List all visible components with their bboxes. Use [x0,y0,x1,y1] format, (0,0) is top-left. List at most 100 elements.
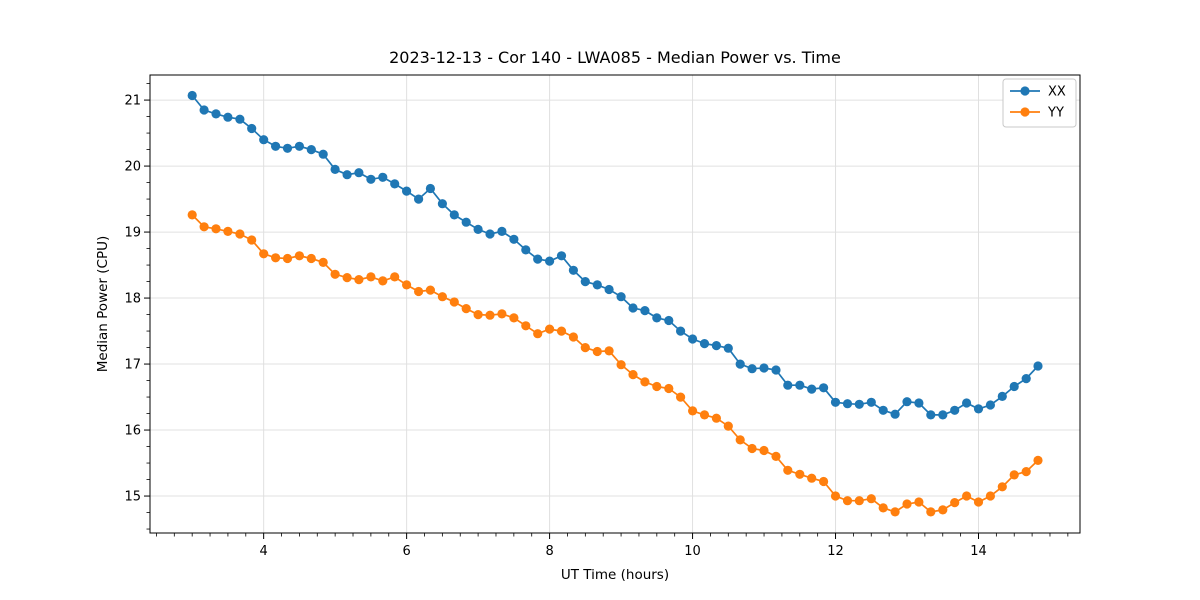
data-point-YY [771,451,781,461]
legend-label-XX: XX [1048,85,1066,100]
data-point-YY [473,310,483,320]
data-point-YY [533,329,543,339]
data-point-XX [235,114,245,124]
data-point-XX [676,326,686,336]
data-point-XX [342,170,352,180]
data-point-XX [556,251,567,261]
data-point-YY [830,491,841,501]
data-point-XX [807,384,817,394]
data-point-YY [616,360,626,370]
data-point-XX [854,399,864,409]
data-point-XX [759,363,769,373]
data-point-XX [259,135,269,145]
data-point-XX [473,224,483,234]
data-point-YY [997,482,1007,492]
y-tick-label: 16 [124,424,141,439]
legend-label-YY: YY [1047,106,1064,121]
data-point-YY [378,276,388,286]
data-point-XX [545,256,555,266]
data-point-XX [1021,374,1031,384]
data-point-XX [902,397,912,407]
data-point-XX [1033,361,1043,371]
data-point-YY [330,269,340,279]
data-point-XX [711,341,722,351]
data-point-XX [1009,381,1019,392]
y-axis-label: Median Power (CPU) [95,236,111,372]
data-point-XX [247,123,257,134]
data-point-YY [807,473,817,483]
data-point-XX [425,183,435,194]
data-point-YY [878,503,888,513]
series-line-YY [191,214,1039,513]
data-point-XX [604,284,614,295]
data-point-XX [568,265,579,275]
data-point-XX [414,194,424,204]
data-point-YY [688,406,698,416]
legend-marker-YY [1020,107,1030,117]
data-point-YY [902,499,912,509]
data-point-XX [437,199,447,209]
series-layer [187,90,1043,517]
legend-marker-XX [1020,86,1030,96]
data-point-XX [938,410,948,420]
data-point-XX [664,315,674,326]
data-point-YY [485,310,495,320]
data-point-XX [652,313,662,323]
data-point-XX [390,179,400,189]
data-point-YY [973,497,984,507]
x-tick-label: 12 [827,544,844,559]
data-point-YY [985,491,996,501]
data-point-XX [878,405,888,415]
data-point-XX [628,303,638,313]
data-point-YY [199,222,209,232]
data-point-XX [640,306,650,316]
x-tick-label: 6 [402,544,410,559]
data-point-YY [271,253,281,263]
data-point-XX [294,141,304,151]
y-tick-label: 18 [124,292,141,307]
data-point-XX [211,109,221,119]
data-point-XX [997,391,1007,401]
data-point-YY [211,224,221,234]
data-point-YY [318,257,328,267]
data-point-YY [652,381,662,392]
data-point-YY [854,496,864,506]
data-point-XX [842,399,853,409]
data-point-YY [735,435,745,445]
data-point-XX [271,141,281,151]
data-point-YY [545,324,555,334]
data-point-XX [950,405,960,415]
data-point-YY [950,498,960,508]
data-point-YY [521,321,531,331]
data-point-YY [414,286,424,297]
data-point-XX [866,397,876,407]
data-point-XX [973,404,984,414]
data-point-YY [1033,455,1043,465]
data-point-YY [402,280,412,290]
data-point-YY [747,443,757,454]
data-point-YY [723,421,733,431]
data-point-XX [962,398,972,408]
data-point-YY [247,235,257,245]
data-point-YY [294,251,304,261]
data-point-YY [568,332,579,342]
x-tick-label: 8 [545,544,553,559]
data-point-YY [354,275,364,285]
data-point-YY [699,410,710,420]
data-point-XX [819,383,829,393]
data-point-XX [354,168,364,178]
data-point-YY [592,346,602,357]
y-tick-label: 19 [124,226,141,241]
data-point-YY [580,343,590,353]
legend-entry-YY: YY [1010,106,1064,121]
data-point-YY [926,507,936,517]
x-tick-label: 14 [970,544,987,559]
data-point-XX [521,245,531,255]
plot-area-border [149,74,1081,534]
legend: XX YY [1002,78,1077,128]
data-point-XX [783,380,793,390]
data-point-XX [890,409,900,419]
data-point-YY [437,292,447,302]
y-tick-label: 20 [124,160,141,175]
